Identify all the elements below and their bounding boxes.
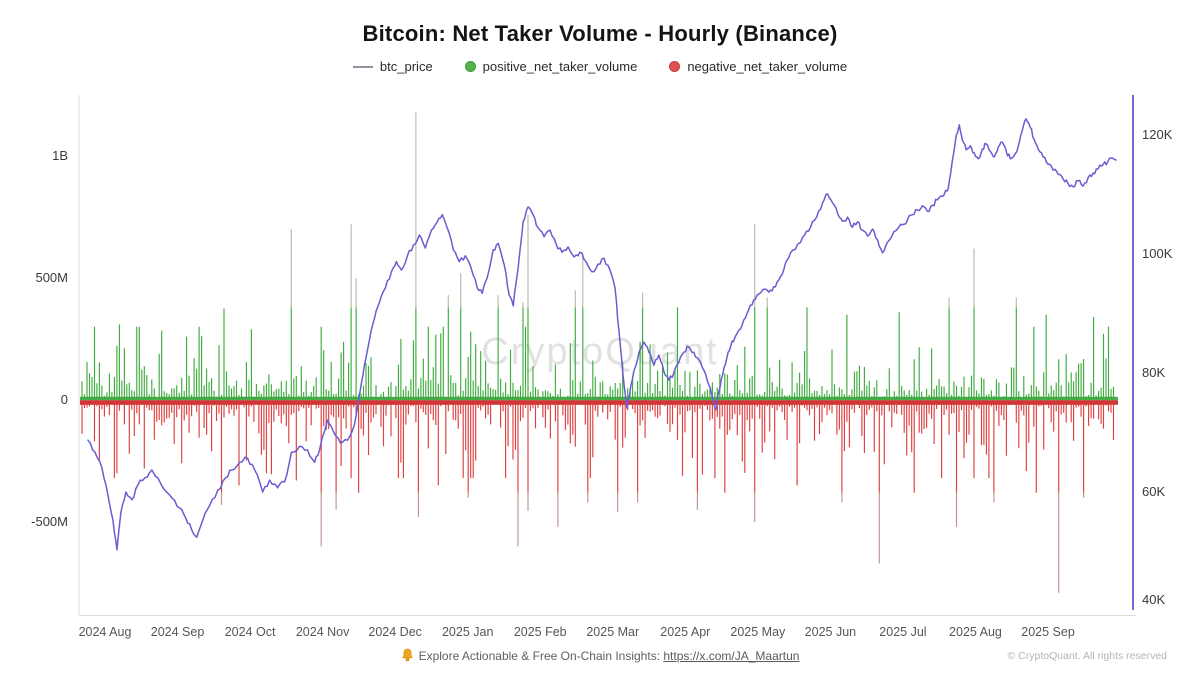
left-axis-tick-label: 500M (35, 270, 68, 285)
footer-message: Explore Actionable & Free On-Chain Insig… (418, 649, 661, 663)
right-axis-tick-label: 120K (1142, 127, 1173, 142)
legend-item-positive-net-taker-volume[interactable]: positive_net_taker_volume (464, 59, 638, 74)
legend-item-btc-price[interactable]: btc_price (352, 59, 433, 74)
left-axis-tick-label: 1B (52, 148, 68, 163)
x-axis-month-label: 2025 Sep (1021, 625, 1075, 639)
x-axis-month-label: 2024 Nov (295, 625, 350, 639)
x-axis-month-label: 2025 Feb (513, 625, 567, 639)
left-axis-tick-label: -500M (31, 514, 68, 529)
footer-link[interactable]: https://x.com/JA_Maartun (663, 649, 800, 663)
chart-title: Bitcoin: Net Taker Volume - Hourly (Bina… (362, 21, 838, 46)
bell-icon (401, 648, 414, 665)
right-axis-tick-label: 100K (1142, 246, 1173, 261)
x-axis-month-label: 2025 Mar (586, 625, 640, 639)
legend-item-negative-net-taker-volume[interactable]: negative_net_taker_volume (669, 59, 847, 74)
x-axis-month-label: 2024 Sep (150, 625, 205, 639)
x-axis-month-label: 2025 Apr (660, 625, 711, 639)
x-axis-month-label: 2024 Aug (78, 625, 132, 639)
chart-legend: btc_price positive_net_taker_volume nega… (0, 59, 1200, 74)
red-dot-icon (669, 61, 681, 72)
right-axis-tick-label: 60K (1142, 484, 1166, 499)
x-axis-month-label: 2025 May (730, 625, 786, 639)
line-series-icon (352, 65, 373, 68)
x-axis-month-label: 2025 Jul (879, 625, 927, 639)
left-axis-tick-label: 0 (60, 392, 68, 407)
x-axis-month-label: 2025 Jun (804, 625, 857, 639)
x-axis-month-label: 2025 Aug (949, 625, 1002, 639)
green-dot-icon (464, 61, 476, 72)
footer-note: Explore Actionable & Free On-Chain Insig… (0, 648, 1200, 665)
copyright-notice: © CryptoQuant. All rights reserved (1007, 650, 1167, 662)
x-axis-month-label: 2024 Oct (224, 625, 276, 639)
right-axis-tick-label: 80K (1142, 365, 1166, 380)
x-axis-month-label: 2025 Jan (441, 625, 494, 639)
right-axis-tick-label: 40K (1142, 592, 1166, 607)
legend-label: btc_price (379, 59, 433, 74)
legend-label: positive_net_taker_volume (482, 59, 638, 74)
x-axis-month-label: 2024 Dec (368, 625, 422, 639)
legend-label: negative_net_taker_volume (687, 59, 848, 74)
